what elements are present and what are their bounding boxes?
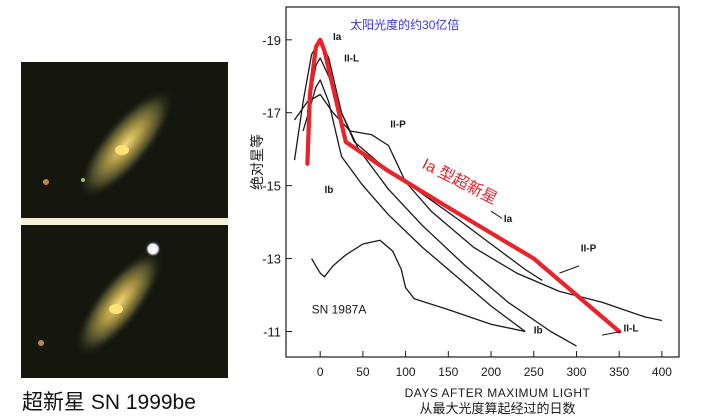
label-ib-left: Ib: [324, 185, 333, 196]
y-tick-label: -11: [263, 324, 281, 339]
x-tick-label: 250: [524, 365, 544, 379]
galaxy-photo-before: [21, 62, 228, 218]
leader-ia: [490, 210, 503, 219]
x-tick-label: 200: [481, 365, 501, 379]
x-tick-label: 0: [317, 365, 324, 379]
annotation-brightness: 太阳光度的约30亿倍: [350, 17, 459, 32]
series-ia: [293, 39, 543, 281]
y-tick-label: -19: [262, 33, 281, 48]
x-tick-label: 300: [566, 365, 586, 379]
y-tick-label: -17: [262, 106, 281, 121]
x-tick-label: 100: [396, 365, 416, 379]
series-ib: [302, 79, 526, 333]
x-axis-label: DAYS AFTER MAXIMUM LIGHT: [405, 386, 591, 400]
series-ia-highlight: [305, 37, 622, 334]
y-tick-label: -13: [262, 252, 281, 267]
series-ii-l: [306, 57, 577, 347]
label-iip-top: II-P: [390, 119, 406, 130]
label-sn1987a: SN 1987A: [312, 302, 367, 316]
plot-frame: [285, 6, 680, 358]
x-tick-label: 400: [652, 365, 672, 379]
y-axis-label: 绝对星等: [249, 134, 265, 190]
x-axis-label-cn: 从最大光度算起经过的日数: [419, 401, 575, 416]
label-iil-top: II-L: [344, 54, 359, 65]
light-curve-chart: 0 50 100 150 200 250 300 350 400 -19 -17 -15 -13 -11 D…: [249, 6, 680, 416]
label-ia-top: Ia: [333, 32, 342, 43]
label-ib-right: Ib: [534, 325, 543, 336]
x-tick-label: 50: [356, 365, 370, 379]
leader-iil: [602, 330, 621, 336]
series-ii-p: [293, 93, 663, 322]
galaxy-photo-after: [21, 225, 228, 378]
supernova-point: [145, 241, 161, 257]
y-tick-label: -15: [262, 179, 281, 194]
photo-divider: [21, 218, 228, 225]
leader-iip: [559, 265, 580, 274]
label-iil-right: II-L: [623, 323, 638, 334]
photo-caption: 超新星 SN 1999be: [22, 391, 196, 414]
label-ia-right: Ia: [504, 214, 513, 225]
x-tick-label: 150: [438, 365, 458, 379]
x-tick-label: 350: [609, 365, 629, 379]
series-sn-1987a: [311, 239, 526, 333]
label-iip-right: II-P: [581, 243, 597, 254]
